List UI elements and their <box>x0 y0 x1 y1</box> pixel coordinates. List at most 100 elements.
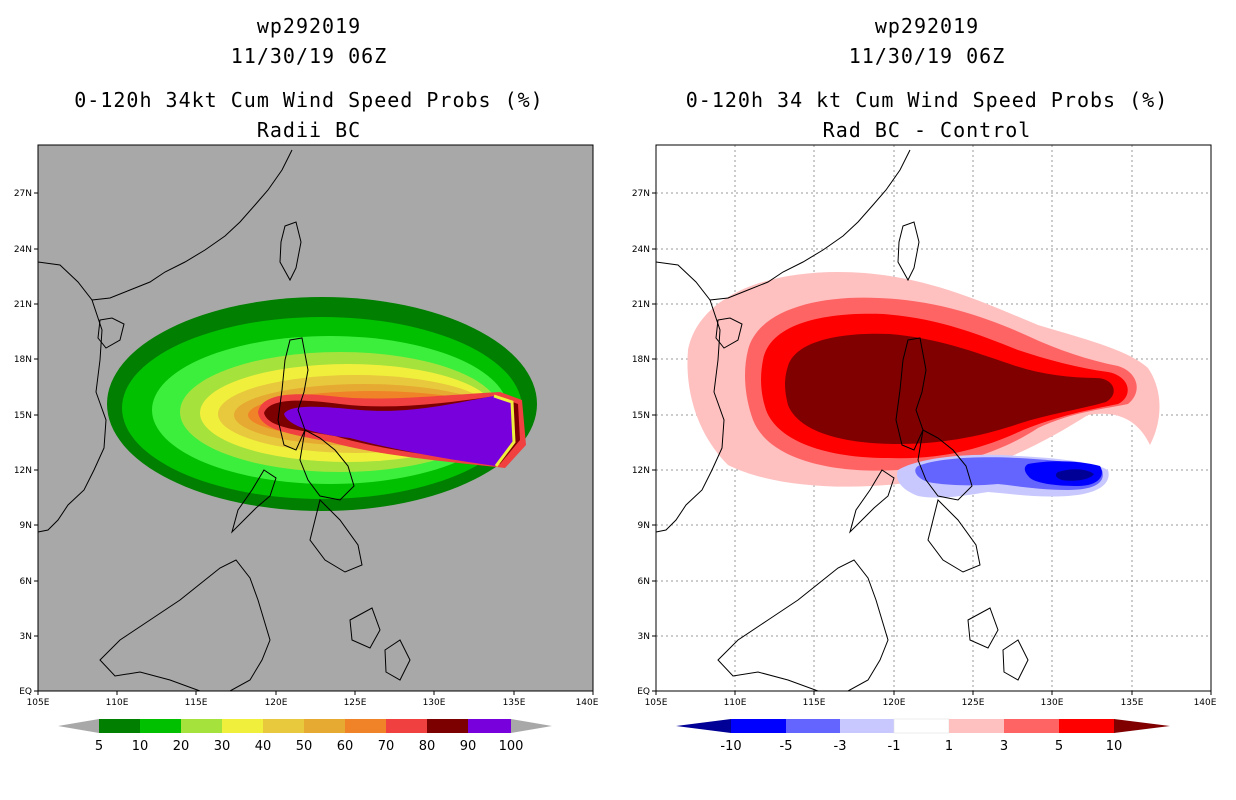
colorbar-arrow-left <box>676 719 731 733</box>
colorbar-label: 3 <box>1000 739 1008 754</box>
colorbar-label: 1 <box>945 739 953 754</box>
lon-label: 130E <box>423 698 446 708</box>
left-product-title: 0-120h 34kt Cum Wind Speed Probs (%) <box>74 88 544 112</box>
right-difference-field <box>687 272 1160 498</box>
colorbar-segment <box>181 719 222 733</box>
colorbar-label: 30 <box>214 739 231 754</box>
lon-label: 130E <box>1041 698 1064 708</box>
lat-label: 6N <box>638 577 650 587</box>
lat-label: 9N <box>638 521 650 531</box>
colorbar-segment <box>386 719 427 733</box>
lat-label: EQ <box>19 687 32 697</box>
lat-label: 21N <box>632 300 650 310</box>
right-colorbar <box>676 718 1170 734</box>
colorbar-label: 40 <box>255 739 272 754</box>
right-lon-labels: 105E 110E 115E 120E 125E 130E 135E 140E <box>645 698 1217 708</box>
lon-label: 110E <box>106 698 129 708</box>
colorbar-segment <box>99 719 140 733</box>
lon-label: 135E <box>1121 698 1144 708</box>
left-subtitle: Radii BC <box>256 118 362 142</box>
colorbar-label: 5 <box>95 739 103 754</box>
lat-label: 27N <box>632 189 650 199</box>
colorbar-label: -1 <box>888 739 901 754</box>
colorbar-segment <box>949 719 1004 733</box>
lat-label: 12N <box>632 466 650 476</box>
colorbar-segment <box>427 719 468 733</box>
prob-band-edge <box>493 394 516 467</box>
right-storm-id: wp292019 <box>874 14 980 38</box>
lon-label: 105E <box>27 698 50 708</box>
right-panel: wp292019 11/30/19 06Z 0-120h 34 kt Cum W… <box>618 0 1236 800</box>
colorbar-label: 20 <box>173 739 190 754</box>
lat-label: 15N <box>14 411 32 421</box>
colorbar-arrow-left <box>58 719 99 733</box>
lat-label: 9N <box>20 521 32 531</box>
lat-label: 18N <box>632 355 650 365</box>
colorbar-label: 10 <box>1106 739 1123 754</box>
colorbar-label: -5 <box>780 739 793 754</box>
lon-label: 140E <box>576 698 599 708</box>
left-panel: wp292019 11/30/19 06Z 0-120h 34kt Cum Wi… <box>14 14 599 754</box>
lon-label: 120E <box>883 698 906 708</box>
left-lon-labels: 105E 110E 115E 120E 125E 130E 135E 140E <box>27 698 599 708</box>
right-coastlines <box>656 149 1029 691</box>
colorbar-segment <box>1059 719 1114 733</box>
colorbar-label: 10 <box>132 739 149 754</box>
colorbar-label: 90 <box>460 739 477 754</box>
colorbar-segment <box>468 719 511 733</box>
lon-label: 115E <box>803 698 826 708</box>
colorbar-label: 70 <box>378 739 395 754</box>
lat-label: EQ <box>637 687 650 697</box>
colorbar-segment <box>304 719 345 733</box>
colorbar-label: 60 <box>337 739 354 754</box>
lon-label: 120E <box>265 698 288 708</box>
left-storm-id: wp292019 <box>256 14 362 38</box>
lon-label: 115E <box>185 698 208 708</box>
diff-band-lt-10 <box>1055 469 1094 481</box>
colorbar-segment <box>840 719 894 733</box>
right-map-figure: 27N 24N 21N 18N 15N 12N 9N 6N 3N EQ 105E… <box>632 144 1217 754</box>
lon-label: 125E <box>344 698 367 708</box>
right-product-title: 0-120h 34 kt Cum Wind Speed Probs (%) <box>685 88 1169 112</box>
colorbar-label: -3 <box>834 739 847 754</box>
left-map-axes <box>34 144 594 695</box>
left-coastlines <box>38 149 411 691</box>
colorbar-label: 50 <box>296 739 313 754</box>
left-colorbar <box>58 719 552 733</box>
left-datetime: 11/30/19 06Z <box>230 44 388 68</box>
colorbar-segment <box>731 719 786 733</box>
lat-label: 27N <box>14 189 32 199</box>
lon-label: 125E <box>962 698 985 708</box>
left-probability-field <box>107 297 537 511</box>
lat-label: 18N <box>14 355 32 365</box>
colorbar-segment <box>786 719 840 733</box>
colorbar-segment <box>222 719 263 733</box>
left-map-figure: 27N 24N 21N 18N 15N 12N 9N 6N 3N EQ 105E… <box>14 144 599 754</box>
lat-label: 6N <box>20 577 32 587</box>
colorbar-label: 100 <box>499 739 524 754</box>
lon-label: 135E <box>503 698 526 708</box>
right-colorbar-labels: -10 -5 -3 -1 1 3 5 10 <box>720 739 1122 754</box>
colorbar-arrow-right <box>1114 719 1170 733</box>
colorbar-segment <box>345 719 386 733</box>
lat-label: 21N <box>14 300 32 310</box>
right-lat-labels: 27N 24N 21N 18N 15N 12N 9N 6N 3N EQ <box>632 189 650 697</box>
lat-label: 3N <box>638 632 650 642</box>
right-subtitle: Rad BC - Control <box>822 118 1032 142</box>
left-lat-labels: 27N 24N 21N 18N 15N 12N 9N 6N 3N EQ <box>14 189 32 697</box>
lat-label: 15N <box>632 411 650 421</box>
colorbar-segment <box>263 719 304 733</box>
colorbar-label: -10 <box>720 739 741 754</box>
colorbar-segment <box>140 719 181 733</box>
diff-band-gt10 <box>785 333 1114 444</box>
left-colorbar-labels: 5 10 20 30 40 50 60 70 80 90 100 <box>95 739 524 754</box>
colorbar-label: 80 <box>419 739 436 754</box>
colorbar-segment <box>893 718 950 734</box>
lat-label: 24N <box>632 245 650 255</box>
right-gridlines <box>656 145 1211 691</box>
lat-label: 12N <box>14 466 32 476</box>
lon-label: 140E <box>1194 698 1217 708</box>
lon-label: 105E <box>645 698 668 708</box>
right-datetime: 11/30/19 06Z <box>848 44 1006 68</box>
right-map-axes <box>652 144 1212 695</box>
